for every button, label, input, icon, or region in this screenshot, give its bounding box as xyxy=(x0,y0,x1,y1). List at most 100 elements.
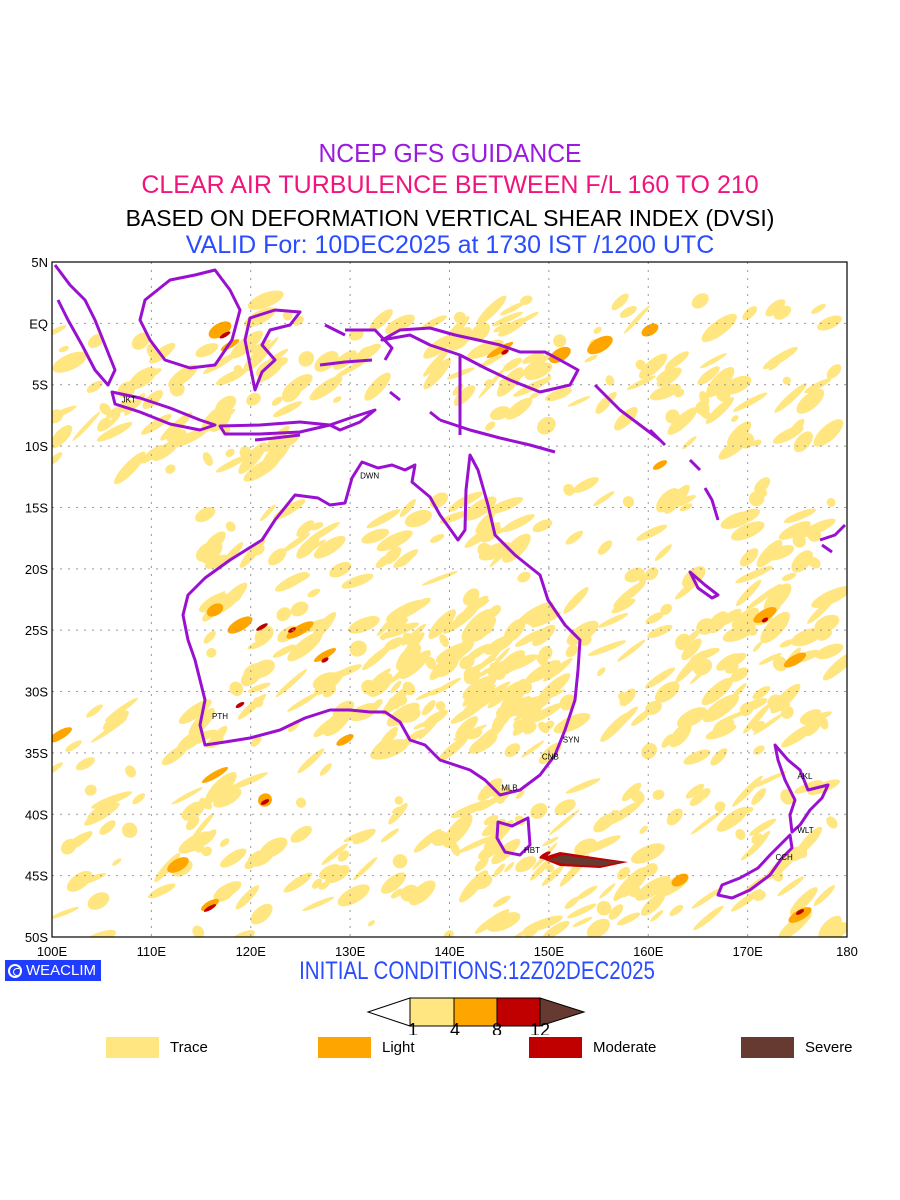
trace-area xyxy=(225,448,235,458)
trace-area xyxy=(691,888,722,909)
colorbar-segment-trace xyxy=(409,997,455,1027)
trace-area xyxy=(565,530,584,545)
trace-area xyxy=(370,738,409,760)
trace-area xyxy=(214,884,235,902)
colorbar-tick: 12 xyxy=(530,1020,550,1035)
trace-area xyxy=(400,706,421,723)
sumatra-coastline xyxy=(53,264,117,387)
trace-area xyxy=(281,532,311,553)
trace-area xyxy=(752,641,763,652)
trace-area xyxy=(84,784,97,796)
trace-area xyxy=(690,647,720,662)
fiji-coastline xyxy=(819,523,847,554)
trace-area xyxy=(730,667,749,682)
trace-area xyxy=(225,521,236,532)
trace-area xyxy=(283,872,313,893)
trace-area xyxy=(808,556,821,569)
trace-area xyxy=(693,658,713,676)
trace-area xyxy=(739,702,754,717)
nz-south-island-coastline xyxy=(716,833,794,900)
lat-label: 20S xyxy=(25,562,48,577)
trace-area xyxy=(674,577,700,600)
lat-label: 5S xyxy=(32,378,48,393)
trace-area xyxy=(142,390,163,410)
light-area xyxy=(206,603,224,617)
trace-area xyxy=(719,326,727,334)
trace-area xyxy=(52,405,77,424)
trace-area xyxy=(679,503,693,512)
trace-area xyxy=(86,380,103,393)
trace-area xyxy=(455,716,479,739)
trace-area xyxy=(486,497,524,515)
trace-area xyxy=(140,444,164,464)
trace-area xyxy=(221,542,244,566)
weaclim-logo: WEACLIM xyxy=(5,960,101,981)
lat-label: 45S xyxy=(25,869,48,884)
trace-area xyxy=(714,801,726,812)
trace-area xyxy=(779,639,795,648)
trace-area xyxy=(538,742,562,765)
trace-area xyxy=(666,808,683,826)
trace-area xyxy=(813,419,844,447)
trace-area xyxy=(501,514,535,533)
trace-area xyxy=(517,601,554,626)
trace-area xyxy=(296,520,315,538)
legend-label: Trace xyxy=(170,1039,208,1056)
trace-area xyxy=(171,787,203,805)
trace-area xyxy=(743,876,766,894)
trace-area xyxy=(329,561,352,578)
lat-label: 25S xyxy=(25,623,48,638)
trace-area xyxy=(271,432,300,452)
trace-area xyxy=(722,375,752,395)
trace-area xyxy=(738,432,755,449)
trace-area xyxy=(287,631,323,662)
light-area xyxy=(788,907,812,923)
trace-area xyxy=(616,912,641,926)
trace-area xyxy=(384,314,415,335)
trace-area xyxy=(125,765,136,778)
trace-area xyxy=(691,293,709,309)
trace-area xyxy=(234,593,243,603)
trace-area xyxy=(753,745,765,755)
trace-area xyxy=(367,920,375,927)
trace-area xyxy=(250,736,262,747)
lat-label: 40S xyxy=(25,807,48,822)
trace-area xyxy=(739,548,759,567)
trace-area xyxy=(772,656,788,672)
station-labels: JKT DWN PTH SYN CNB MLB HBT AKL WLT CCH xyxy=(122,395,814,862)
trace-area xyxy=(404,509,432,528)
light-area xyxy=(641,323,659,337)
trace-area xyxy=(348,616,380,634)
trace-area xyxy=(521,740,545,758)
trace-area xyxy=(443,607,478,634)
trace-area xyxy=(489,406,510,421)
trace-area xyxy=(491,311,524,327)
station-label: HBT xyxy=(524,846,540,855)
trace-area xyxy=(574,838,597,856)
trace-area xyxy=(623,305,650,334)
trace-area xyxy=(220,848,247,868)
trace-area xyxy=(401,623,427,646)
trace-area xyxy=(485,308,496,317)
trace-area xyxy=(618,691,627,701)
trace-area xyxy=(503,618,526,643)
trace-area xyxy=(492,647,511,666)
trace-area xyxy=(626,375,656,390)
trace-area xyxy=(192,812,215,839)
trace-area xyxy=(470,322,491,342)
light-area xyxy=(201,766,229,784)
trace-area xyxy=(746,583,782,610)
australia-coastline xyxy=(181,453,582,797)
legend-swatch xyxy=(529,1037,582,1058)
trace-area xyxy=(774,383,807,413)
trace-area xyxy=(767,694,784,711)
trace-area xyxy=(682,436,697,450)
trace-area xyxy=(246,339,272,355)
trace-area xyxy=(449,841,461,856)
trace-area xyxy=(760,554,773,561)
lat-label: 35S xyxy=(25,746,48,761)
trace-area xyxy=(52,906,80,919)
light-area xyxy=(671,873,689,887)
trace-area xyxy=(618,878,636,896)
trace-area xyxy=(337,850,349,862)
